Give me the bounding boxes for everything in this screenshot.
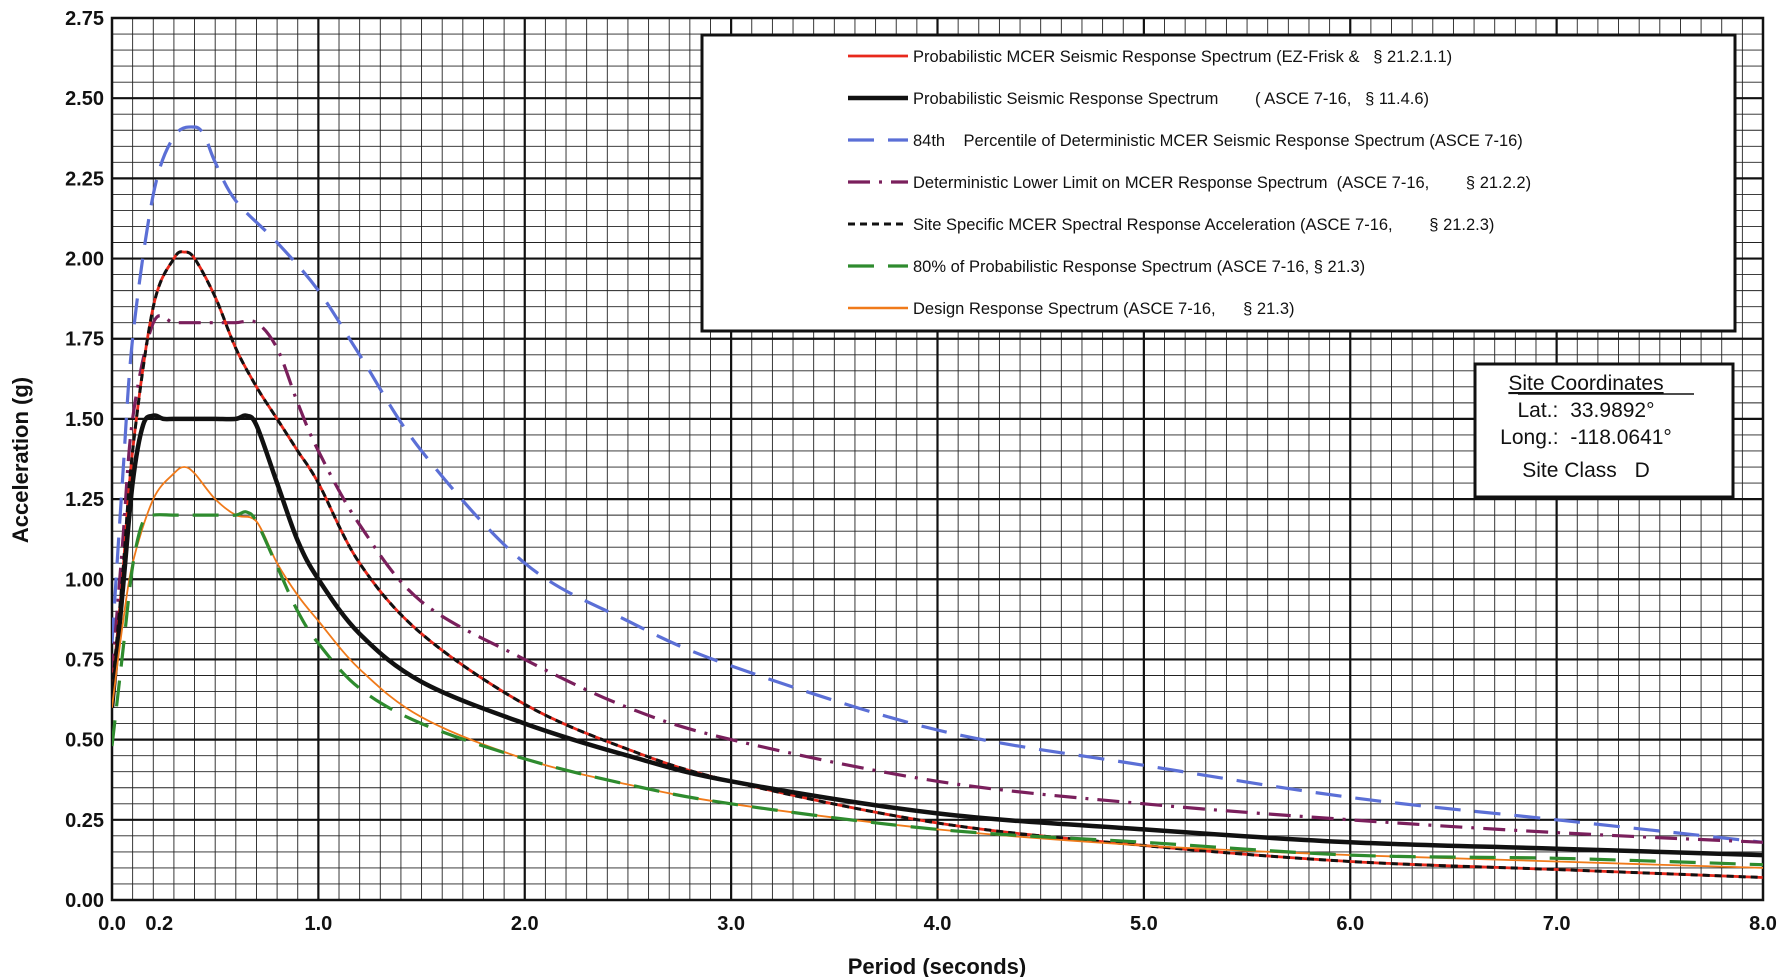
y-tick-label: 2.75 [65, 8, 104, 30]
y-tick-label: 0.50 [65, 730, 104, 752]
series-layer [112, 125, 1763, 879]
x-tick-label: 3.0 [717, 913, 745, 935]
y-tick-label: 1.75 [65, 329, 104, 351]
legend-label: Probabilistic Seismic Response Spectrum … [913, 90, 1429, 108]
site-box-long-value: -118.0641° [1570, 426, 1671, 449]
x-tick-label: 6.0 [1336, 913, 1364, 935]
legend-label: Probabilistic MCER Seismic Response Spec… [913, 48, 1452, 66]
y-tick-label: 2.25 [65, 168, 104, 190]
series-line-80-of-probabilistic-response-spectrum-as [112, 510, 1763, 867]
x-tick-label: 1.0 [304, 913, 332, 935]
legend-box [700, 33, 1737, 333]
x-tick-label: 0.2 [145, 913, 173, 935]
y-tick-labels: 0.00 0.25 0.50 0.75 1.00 1.25 1.50 1.75 2.00 2.25… [65, 8, 104, 912]
x-tick-label: 4.0 [924, 913, 952, 935]
y-axis-title: Acceleration (g) [8, 377, 33, 543]
x-tick-label: 8.0 [1749, 913, 1777, 935]
legend-label: Site Specific MCER Spectral Response Acc… [913, 216, 1494, 234]
x-tick-label: 5.0 [1130, 913, 1158, 935]
x-tick-label: 2.0 [511, 913, 539, 935]
series-line-deterministic-lower-limit-on-mcer-respon [112, 314, 1763, 844]
series-line-site-specific-mcer-spectral-response-acc [112, 250, 1763, 879]
x-tick-labels: 0.0 0.2 1.0 2.0 3.0 4.0 5.0 6.0 7.0 8.0 [98, 913, 1777, 935]
site-box-frame [1473, 362, 1735, 499]
legend-label: 84th Percentile of Deterministic MCER Se… [913, 132, 1523, 150]
plot-area-border [110, 16, 1765, 902]
y-tick-label: 1.00 [65, 569, 104, 591]
legend-entries: Probabilistic MCER Seismic Response Spec… [848, 48, 1531, 318]
y-tick-label: 0.75 [65, 649, 104, 671]
site-box-site-class-label: Site Class [1522, 459, 1617, 482]
y-tick-label: 1.50 [65, 409, 104, 431]
x-axis-title: Period (seconds) [848, 954, 1026, 977]
site-box-lat-value: 33.9892° [1570, 399, 1654, 422]
y-tick-label: 2.00 [65, 249, 104, 271]
series-line-design-response-spectrum-asce-7-16-21-3 [112, 466, 1763, 869]
site-box-title: Site Coordinates [1508, 372, 1663, 395]
site-coordinates-box: Site Coordinates Lat.: 33.9892° Long.: -… [1473, 362, 1735, 499]
y-tick-label: 0.00 [65, 890, 104, 912]
site-box-lat: Lat.: 33.9892° [1517, 399, 1654, 422]
x-tick-label: 7.0 [1543, 913, 1571, 935]
site-box-site-class: Site Class D [1522, 459, 1650, 482]
y-tick-label: 0.25 [65, 810, 104, 832]
series-line-probabilistic-seismic-response-spectrum- [112, 413, 1763, 858]
site-box-long-label: Long.: [1500, 426, 1558, 449]
legend-label: Deterministic Lower Limit on MCER Respon… [913, 174, 1531, 192]
site-box-lat-label: Lat.: [1517, 399, 1558, 422]
series-line-84th-percentile-of-deterministic-mcer-se [112, 125, 1763, 844]
legend: Probabilistic MCER Seismic Response Spec… [700, 33, 1737, 333]
site-box-site-class-value: D [1635, 459, 1650, 482]
x-tick-label: 0.0 [98, 913, 126, 935]
y-tick-label: 1.25 [65, 489, 104, 511]
legend-label: 80% of Probabilistic Response Spectrum (… [913, 258, 1365, 276]
y-tick-label: 2.50 [65, 88, 104, 110]
legend-label: Design Response Spectrum (ASCE 7-16, § 2… [913, 300, 1295, 318]
site-box-long: Long.: -118.0641° [1500, 426, 1672, 449]
